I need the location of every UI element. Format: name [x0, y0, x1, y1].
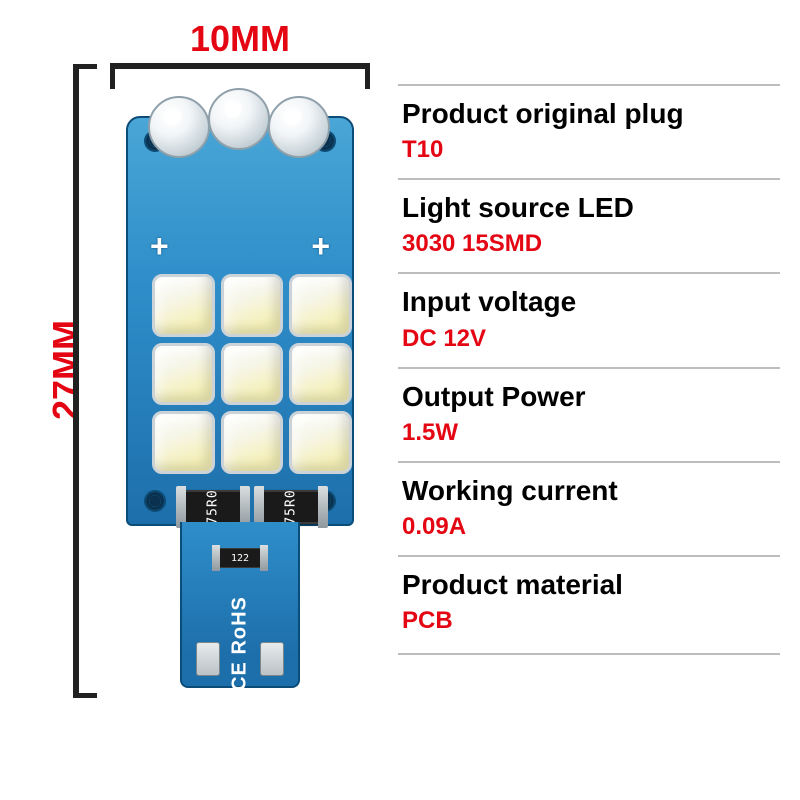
pcb-body: + + 75R0 75R0	[126, 116, 354, 526]
polarity-plus-icon: +	[150, 228, 169, 265]
polarity-plus-icon: +	[311, 228, 330, 265]
spec-value: PCB	[402, 607, 780, 635]
product-illustration: + + 75R0 75R0 122 CE RoHS	[116, 82, 364, 692]
height-dimension-label: 27MM	[45, 320, 87, 420]
spec-row: Input voltage DC 12V	[398, 272, 780, 366]
compliance-text: CE RoHS	[229, 596, 252, 691]
resistor-icon: 75R0	[262, 490, 320, 524]
contact-pad-icon	[260, 642, 284, 676]
resistor-marking: 75R0	[284, 489, 299, 524]
smd-led-icon	[221, 274, 284, 337]
spec-label: Light source LED	[402, 192, 780, 224]
infographic-stage: 10MM 27MM + +	[0, 0, 800, 800]
dome-led-icon	[208, 88, 270, 150]
smd-led-icon	[152, 274, 215, 337]
smd-led-icon	[289, 274, 352, 337]
smd-led-icon	[152, 411, 215, 474]
resistor-icon: 75R0	[184, 490, 242, 524]
spec-row: Product original plug T10	[398, 84, 780, 178]
resistor-row: 75R0 75R0	[184, 490, 320, 524]
spec-label: Product original plug	[402, 98, 780, 130]
spec-row: Working current 0.09A	[398, 461, 780, 555]
mount-hole-icon	[146, 492, 164, 510]
resistor-marking: 75R0	[206, 489, 221, 524]
spec-label: Product material	[402, 569, 780, 601]
width-dimension-label: 10MM	[110, 18, 370, 60]
spec-value: T10	[402, 136, 780, 164]
spec-label: Output Power	[402, 381, 780, 413]
spec-value: DC 12V	[402, 325, 780, 353]
dome-led-icon	[268, 96, 330, 158]
smd-led-icon	[221, 343, 284, 406]
smd-led-icon	[221, 411, 284, 474]
smd-led-icon	[289, 343, 352, 406]
spec-label: Input voltage	[402, 286, 780, 318]
pcb-stem: 122 CE RoHS	[180, 522, 300, 688]
dome-led-icon	[148, 96, 210, 158]
smd-led-icon	[289, 411, 352, 474]
spec-label: Working current	[402, 475, 780, 507]
spec-value: 0.09A	[402, 513, 780, 541]
spec-value: 3030 15SMD	[402, 230, 780, 258]
spec-row: Product material PCB	[398, 555, 780, 655]
contact-pad-icon	[196, 642, 220, 676]
spec-row: Light source LED 3030 15SMD	[398, 178, 780, 272]
smd-led-grid	[152, 274, 352, 474]
spec-row: Output Power 1.5W	[398, 367, 780, 461]
smd-led-icon	[152, 343, 215, 406]
top-dome-cluster	[148, 88, 332, 160]
spec-list: Product original plug T10 Light source L…	[398, 84, 780, 655]
spec-value: 1.5W	[402, 419, 780, 447]
stem-resistor-icon: 122	[219, 548, 261, 568]
